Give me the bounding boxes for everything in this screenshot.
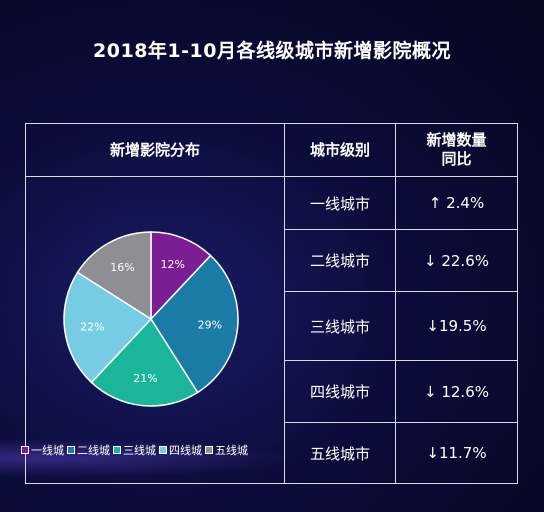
legend-label-4: 四线城 bbox=[169, 444, 202, 457]
header-growth: 新增数量 同比 bbox=[396, 124, 517, 176]
legend-swatch-3 bbox=[113, 446, 121, 454]
legend-label-1: 一线城 bbox=[31, 444, 64, 457]
table-divider bbox=[284, 360, 517, 361]
row-2-level: 二线城市 bbox=[309, 252, 370, 270]
legend-label-2: 二线城 bbox=[77, 444, 110, 457]
legend-swatch-5 bbox=[205, 446, 213, 454]
page-title: 2018年1-10月各线级城市新增影院概况 bbox=[93, 40, 451, 62]
header-growth-line1: 新增数量 bbox=[426, 131, 487, 149]
pie-slice-label-5: 16% bbox=[110, 261, 134, 274]
pie-slice-label-4: 22% bbox=[80, 320, 104, 333]
legend-item-3: 三线城 bbox=[113, 442, 156, 458]
table-divider bbox=[284, 229, 517, 230]
legend-item-1: 一线城 bbox=[21, 442, 64, 458]
row-5-level: 五线城市 bbox=[309, 444, 370, 463]
legend-item-4: 四线城 bbox=[159, 442, 202, 458]
legend-item-5: 五线城 bbox=[205, 442, 248, 458]
table-divider bbox=[395, 124, 396, 483]
pie-slice-3 bbox=[90, 317, 199, 407]
table-divider bbox=[26, 176, 517, 177]
row-5-change: ↓11.7% bbox=[426, 444, 487, 462]
legend-swatch-4 bbox=[159, 446, 167, 454]
header-city-level: 城市级别 bbox=[309, 140, 370, 159]
header-distribution: 新增影院分布 bbox=[109, 140, 200, 159]
row-3-change: ↓19.5% bbox=[426, 317, 487, 335]
table-divider bbox=[284, 124, 285, 483]
pie-slice-1 bbox=[150, 231, 212, 321]
header-growth-line2: 同比 bbox=[441, 150, 472, 168]
pie-slice-5 bbox=[76, 231, 152, 321]
table-divider bbox=[284, 291, 517, 292]
row-4-level: 四线城市 bbox=[309, 383, 370, 401]
legend-label-5: 五线城 bbox=[215, 444, 248, 457]
summary-table: 新增影院分布 城市级别 新增数量 同比 一线城市 ↑ 2.4% 二线城市 ↓ 2… bbox=[21, 123, 518, 484]
pie-slice-label-1: 12% bbox=[161, 258, 185, 271]
pie-chart: 12% 29% 21% 22% 16% bbox=[63, 231, 239, 407]
chart-legend: 一线城 二线城 三线城 四线城 五线城 bbox=[21, 442, 281, 458]
legend-label-3: 三线城 bbox=[123, 444, 156, 457]
pie-slice-label-2: 29% bbox=[198, 319, 222, 332]
row-3-level: 三线城市 bbox=[309, 317, 370, 336]
row-1-level: 一线城市 bbox=[309, 194, 370, 213]
row-2-change: ↓ 22.6% bbox=[424, 251, 489, 270]
table-divider bbox=[284, 422, 517, 423]
row-4-change: ↓ 12.6% bbox=[424, 382, 489, 401]
pie-slice-4 bbox=[63, 271, 153, 384]
legend-swatch-1 bbox=[21, 446, 29, 454]
pie-slice-label-3: 21% bbox=[133, 372, 157, 385]
legend-swatch-2 bbox=[67, 446, 75, 454]
row-1-change: ↑ 2.4% bbox=[428, 194, 485, 212]
pie-slice-2 bbox=[150, 254, 239, 394]
legend-item-2: 二线城 bbox=[67, 442, 110, 458]
